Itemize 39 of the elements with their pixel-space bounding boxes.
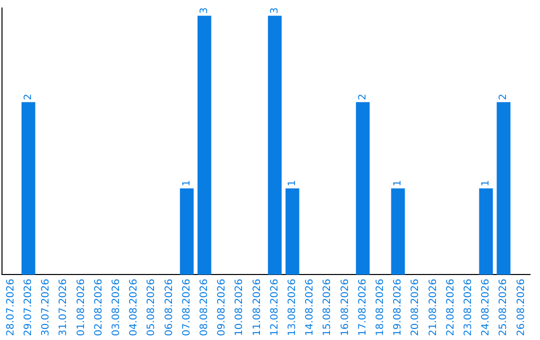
x-tick-label: 09.08.2026 [216, 278, 228, 336]
x-tick-label: 20.08.2026 [410, 278, 422, 336]
x-tick-label: 06.08.2026 [164, 278, 175, 336]
x-tick-label: 04.08.2026 [128, 278, 140, 336]
x-tick-label: 25.08.2026 [498, 278, 510, 336]
x-tick-label: 10.08.2026 [234, 278, 246, 336]
x-tick-label: 17.08.2026 [357, 278, 368, 336]
x-tick-label: 26.08.2026 [516, 278, 527, 336]
x-tick-label: 23.08.2026 [462, 278, 474, 336]
x-tick-label: 16.08.2026 [340, 278, 351, 336]
x-tick-label: 07.08.2026 [181, 278, 192, 336]
data-label: 3 [269, 7, 280, 14]
data-label: 1 [480, 180, 492, 186]
x-tick-label: 18.08.2026 [374, 278, 386, 336]
x-tick-label: 05.08.2026 [146, 278, 158, 336]
x-tick-label: 24.08.2026 [480, 278, 492, 336]
x-tick-label: 28.07.2026 [5, 278, 16, 336]
x-tick-label: 08.08.2026 [198, 278, 210, 336]
x-tick-label: 03.08.2026 [110, 278, 122, 336]
x-tick-label: 19.08.2026 [392, 278, 404, 336]
x-tick-label: 30.07.2026 [40, 278, 52, 336]
data-label: 3 [198, 7, 210, 14]
x-tick-label: 21.08.2026 [428, 278, 439, 336]
x-tick-label: 15.08.2026 [322, 278, 334, 336]
data-label: 2 [357, 94, 368, 100]
data-label: 2 [22, 94, 34, 100]
x-tick-label: 14.08.2026 [304, 278, 316, 336]
data-label: 1 [181, 180, 192, 186]
data-label: 2 [498, 94, 510, 100]
x-tick-label: 29.07.2026 [22, 278, 34, 336]
x-tick-label: 11.08.2026 [252, 278, 263, 336]
x-tick-label: 02.08.2026 [93, 278, 104, 336]
x-tick-label: 13.08.2026 [286, 278, 298, 336]
data-label: 1 [392, 180, 404, 186]
data-label: 1 [286, 180, 298, 186]
x-tick-label: 22.08.2026 [445, 278, 456, 336]
x-tick-label: 31.07.2026 [58, 278, 70, 336]
x-tick-label: 12.08.2026 [269, 278, 280, 336]
x-tick-label: 01.08.2026 [76, 278, 87, 336]
